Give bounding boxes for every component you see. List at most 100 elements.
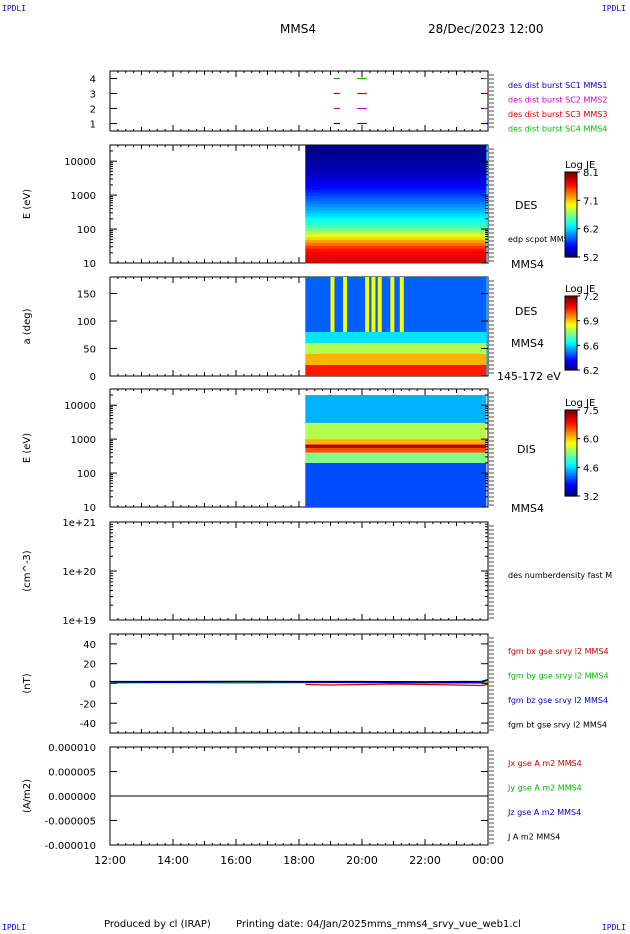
- spectrogram-cell: [305, 150, 487, 155]
- colorbar-swatch: [565, 254, 577, 258]
- colorbar-swatch: [565, 437, 577, 441]
- spectrogram-cell: [305, 233, 487, 237]
- x-tick-label: 12:00: [94, 854, 126, 867]
- colorbar-swatch: [565, 435, 577, 439]
- colorbar-swatch: [565, 470, 577, 473]
- spectrogram-cell: [305, 159, 487, 164]
- header-spacecraft: MMS4: [280, 22, 316, 36]
- colorbar-swatch: [565, 487, 577, 491]
- colorbar-swatch: [565, 231, 577, 235]
- colorbar-swatch: [565, 453, 577, 456]
- colorbar-swatch: [565, 301, 577, 304]
- colorbar-swatch: [565, 193, 577, 196]
- colorbar-swatch: [565, 465, 577, 469]
- legend-entry: J A m2 MMS4: [507, 833, 560, 842]
- spectrogram-cell: [305, 195, 487, 199]
- colorbar-swatch: [565, 366, 577, 369]
- y-tick-label: 100: [77, 317, 96, 328]
- colorbar-swatch: [565, 349, 577, 353]
- y-tick-label: 10: [83, 503, 96, 514]
- spectrogram-cell: [305, 343, 487, 354]
- colorbar-title: Log JE: [565, 284, 595, 295]
- colorbar-tick-label: 6.2: [583, 366, 599, 377]
- colorbar-swatch: [565, 296, 577, 299]
- spectrogram-cell: [305, 171, 487, 175]
- y-tick-label: 2: [90, 105, 96, 116]
- colorbar-swatch: [565, 214, 577, 218]
- spectrogram-cell: [305, 162, 487, 167]
- spectrogram-cell: [486, 277, 488, 376]
- panel-label-energy-band: 145-172 eV: [497, 370, 561, 383]
- legend-entry: Jy gse A m2 MMS4: [507, 784, 582, 793]
- spectrogram-cell: [305, 394, 487, 423]
- colorbar-swatch: [565, 308, 577, 312]
- legend-entry: Jz gse A m2 MMS4: [507, 808, 581, 817]
- colorbar-swatch: [565, 336, 577, 340]
- colorbar-swatch: [565, 358, 577, 362]
- colorbar-swatch: [565, 474, 577, 478]
- colorbar-swatch: [565, 410, 577, 413]
- y-tick-label: 0.000005: [48, 768, 96, 779]
- x-tick-label: 20:00: [346, 854, 378, 867]
- colorbar-swatch: [565, 229, 577, 233]
- colorbar-swatch: [565, 248, 577, 252]
- spectrogram-cell: [305, 189, 487, 193]
- colorbar-swatch: [565, 316, 577, 319]
- colorbar-swatch: [565, 305, 577, 308]
- colorbar-swatch: [565, 242, 577, 245]
- legend-entry: des dist burst SC3 MMS3: [508, 110, 607, 119]
- legend-entry: des dist burst SC4 MMS4: [508, 125, 607, 134]
- colorbar-swatch: [565, 197, 577, 201]
- colorbar-tick-label: 8.1: [583, 168, 599, 179]
- colorbar-swatch: [565, 338, 577, 341]
- y-tick-label: -0.000005: [45, 817, 96, 828]
- spectrogram-cell: [330, 277, 335, 332]
- spectrogram-cell: [305, 153, 487, 158]
- colorbar-swatch: [565, 425, 577, 428]
- colorbar-tick-label: 5.2: [583, 253, 599, 264]
- y-axis-label-dis_energy: E (eV): [22, 433, 33, 463]
- legend-entry: fgm bz gse srvy l2 MMS4: [508, 696, 608, 705]
- colorbar-swatch: [565, 455, 577, 458]
- colorbar-swatch: [565, 345, 577, 349]
- panel-label-dis: DIS: [517, 443, 536, 456]
- spectrogram-cell: [305, 242, 487, 246]
- colorbar-tick-label: 7.1: [583, 196, 599, 207]
- spectrogram-cell: [305, 165, 487, 170]
- spectrogram-cell: [305, 183, 487, 187]
- y-tick-label: 1: [90, 120, 96, 131]
- colorbar-swatch: [565, 433, 577, 437]
- spectrogram-cell: [305, 198, 487, 202]
- colorbar-swatch: [565, 307, 577, 310]
- spectrogram-cell: [305, 206, 487, 211]
- colorbar-swatch: [565, 355, 577, 358]
- spectrogram-cell: [305, 147, 487, 152]
- colorbar-swatch: [565, 233, 577, 237]
- y-axis-label-des_pitch: a (deg): [22, 308, 33, 344]
- y-tick-label: 1000: [71, 435, 96, 446]
- spectrogram-cell: [305, 462, 487, 507]
- y-tick-label: 40: [83, 640, 96, 651]
- fgm-series-line: [109, 678, 489, 684]
- colorbar-swatch: [565, 493, 577, 497]
- colorbar-swatch: [565, 297, 577, 301]
- colorbar-swatch: [565, 450, 577, 454]
- panel-label-scpot: edp scpot MMS4: [508, 235, 574, 244]
- dis-energy-spectrogram: [305, 394, 487, 507]
- colorbar-swatch: [565, 299, 577, 303]
- y-tick-label: 0.000000: [48, 792, 96, 803]
- colorbar-swatch: [565, 457, 577, 461]
- colorbar-swatch: [565, 422, 577, 426]
- spectrogram-cell: [399, 277, 404, 332]
- y-tick-label: 10000: [64, 157, 96, 168]
- colorbar-swatch: [565, 463, 577, 467]
- spectrogram-cell: [305, 236, 487, 240]
- colorbar-title: Log JE: [565, 160, 595, 171]
- spectrogram-cell: [305, 174, 487, 178]
- colorbar-swatch: [565, 431, 577, 435]
- spectrogram-cell: [343, 277, 348, 332]
- colorbar-tick-label: 7.5: [583, 406, 599, 417]
- spectrogram-cell: [305, 251, 487, 255]
- spectrogram-cell: [305, 422, 487, 440]
